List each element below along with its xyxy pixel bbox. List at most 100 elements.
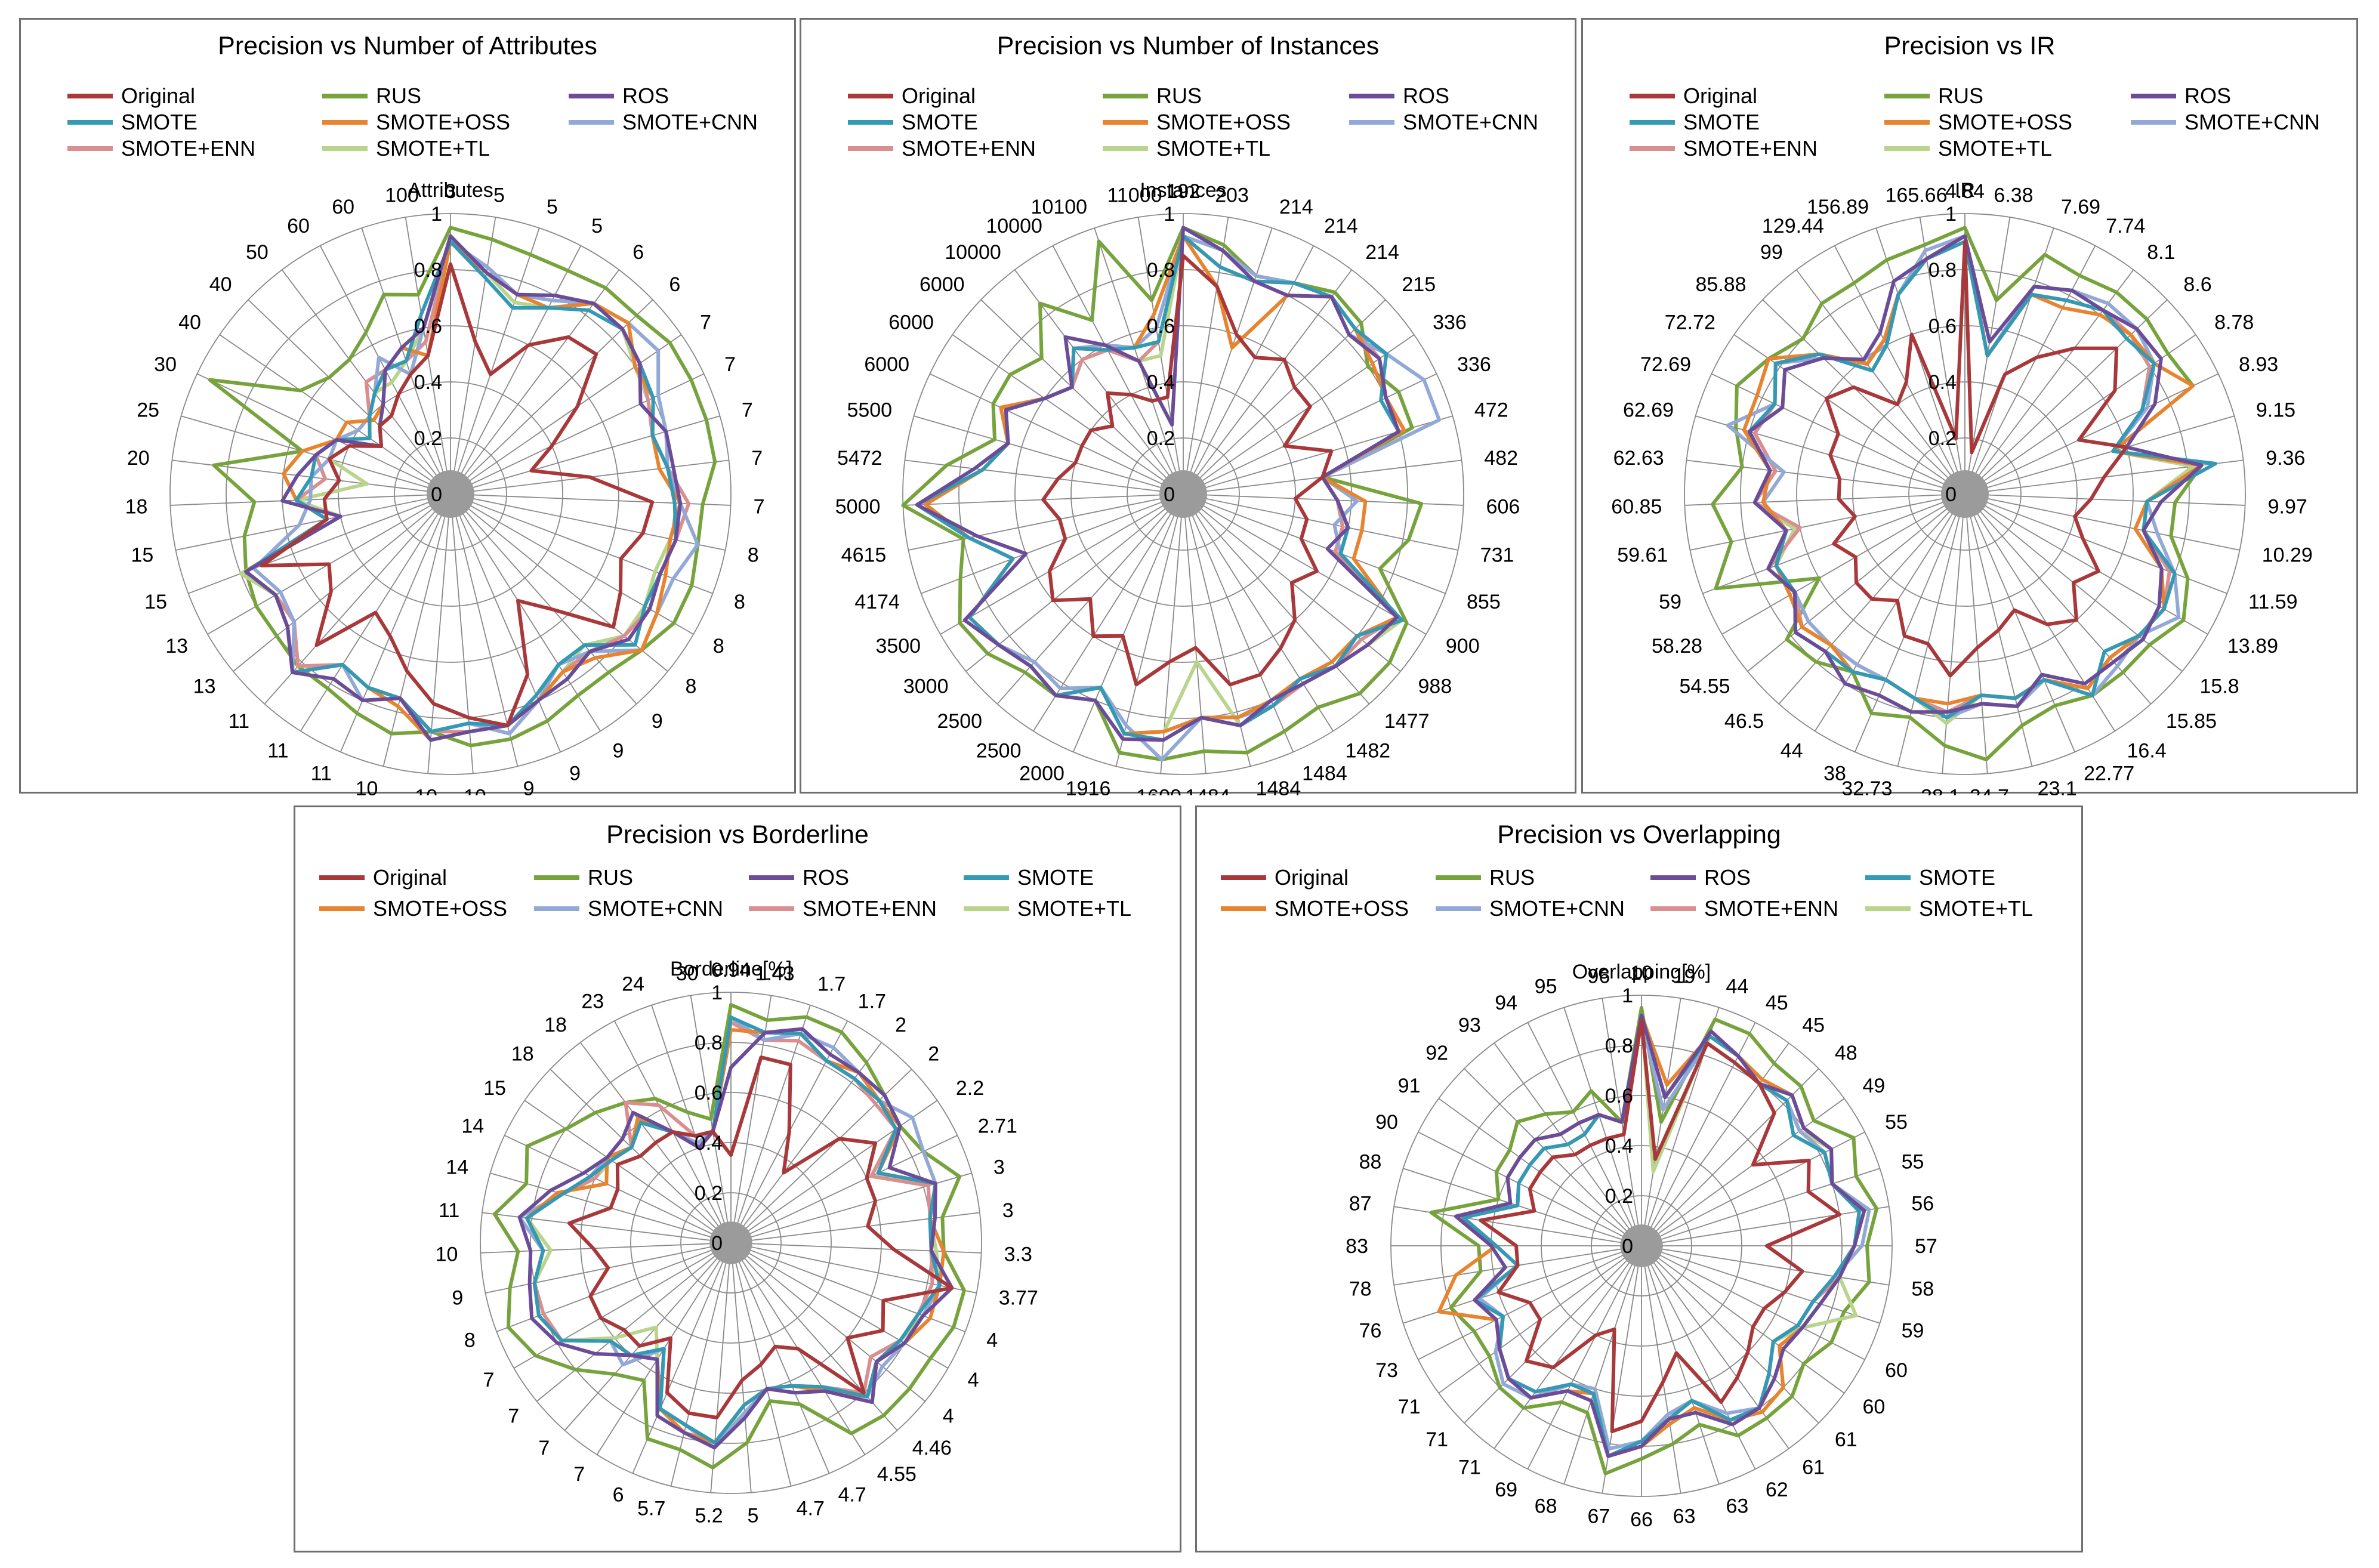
radar-spoke xyxy=(952,334,1184,495)
radar-spoke xyxy=(248,299,451,495)
category-label: 1477 xyxy=(1384,710,1430,733)
category-label: 192 xyxy=(1167,180,1201,203)
radar-spoke xyxy=(340,493,451,752)
radar-spoke xyxy=(450,493,694,635)
radar-spoke xyxy=(730,1242,982,1254)
radar-spoke xyxy=(1641,1068,1819,1246)
radar-spoke xyxy=(1964,415,2235,495)
radar-spoke xyxy=(1690,493,1965,551)
radar-spoke xyxy=(1563,1007,1642,1246)
radar-spoke xyxy=(1072,493,1184,752)
axis-title: Overlapping[%] xyxy=(1572,961,1711,983)
category-label: 15.8 xyxy=(2200,675,2239,697)
radar-spoke xyxy=(450,493,726,551)
category-label: 5 xyxy=(547,196,558,218)
radar-series-smote xyxy=(525,1016,942,1444)
category-label: 72.72 xyxy=(1665,311,1715,334)
category-label: 7 xyxy=(724,353,736,376)
radar-spoke xyxy=(1641,1245,1889,1286)
category-label: 61 xyxy=(1835,1428,1857,1451)
category-label: 3000 xyxy=(903,675,949,697)
legend-label: SMOTE+OSS xyxy=(1275,896,1409,921)
legend-item: RUS xyxy=(1103,84,1202,108)
radar-spoke xyxy=(730,1242,977,1294)
category-label: 7 xyxy=(573,1463,585,1486)
category-label: 5 xyxy=(493,184,505,207)
axis-title: Instances xyxy=(1140,179,1227,202)
radar-spoke xyxy=(450,269,620,495)
category-label: 14 xyxy=(446,1156,468,1179)
category-label: 215 xyxy=(1402,273,1436,296)
category-label: 68 xyxy=(1535,1495,1557,1518)
legend-item: Original xyxy=(1630,84,1757,108)
category-label: 32.73 xyxy=(1841,777,1892,795)
radar-spoke xyxy=(1183,493,1427,635)
legend-swatch xyxy=(322,146,368,151)
radar-spoke xyxy=(450,493,561,752)
radar-spoke xyxy=(965,493,1184,672)
legend-swatch xyxy=(534,875,579,880)
category-label: 95 xyxy=(1535,975,1557,998)
category-label: 10 xyxy=(436,1243,458,1265)
radar-spoke xyxy=(450,415,720,495)
radar-spoke xyxy=(1183,299,1386,495)
category-label: 9 xyxy=(652,710,663,733)
legend-swatch xyxy=(1630,94,1675,98)
legend-label: RUS xyxy=(376,84,422,108)
category-label: 10 xyxy=(1630,962,1653,984)
radar-spoke xyxy=(450,299,653,495)
category-label: 13 xyxy=(193,675,216,697)
category-label: 7 xyxy=(751,447,763,470)
radar-spoke xyxy=(1721,493,1965,635)
radar-spoke xyxy=(1403,1168,1642,1246)
category-label: 85.88 xyxy=(1696,273,1747,296)
legend-label: Original xyxy=(1275,865,1349,890)
category-label: 71 xyxy=(1425,1428,1448,1451)
category-label: 18 xyxy=(544,1014,567,1036)
category-label: 18 xyxy=(511,1043,534,1066)
radar-spoke xyxy=(730,1005,811,1243)
legend-swatch xyxy=(2131,120,2176,125)
radar-spoke xyxy=(450,493,519,767)
radar-spoke xyxy=(450,334,682,495)
category-label: 28.1 xyxy=(1921,785,1960,795)
legend-label: SMOTE+ENN xyxy=(803,896,937,921)
radar-hub xyxy=(427,470,474,518)
radar-spoke xyxy=(482,1212,732,1243)
category-label: 45 xyxy=(1802,1014,1825,1037)
radar-spoke xyxy=(1964,493,2240,551)
legend-swatch xyxy=(67,120,113,125)
chart-panel-attributes: Precision vs Number of Attributes Origina… xyxy=(19,18,796,795)
category-label: 3500 xyxy=(875,635,921,658)
radar-spoke xyxy=(450,493,668,672)
category-label: 7 xyxy=(754,496,765,518)
radial-tick-label: 0 xyxy=(1622,1235,1633,1258)
chart-title: Precision vs Borderline xyxy=(606,820,869,849)
legend-swatch xyxy=(1103,146,1148,151)
category-label: 94 xyxy=(1495,992,1517,1014)
radar-spoke xyxy=(219,334,451,495)
category-label: 60.85 xyxy=(1611,496,1662,518)
radar-spoke xyxy=(730,995,772,1243)
radar-spoke xyxy=(1641,1168,1880,1246)
category-label: 10 xyxy=(464,785,486,795)
chart-panel-borderline: Precision vs Borderline Original RUS ROS SMO… xyxy=(294,805,1181,1552)
radar-spoke xyxy=(450,245,582,495)
radar-series-ros xyxy=(1747,234,2204,714)
radial-tick-label: 0.2 xyxy=(1605,1185,1633,1208)
legend-item: SMOTE+CNN xyxy=(1349,110,1538,134)
radial-tick-label: 0.4 xyxy=(414,371,442,394)
chart-title: Precision vs Number of Instances xyxy=(996,32,1380,60)
legend-item: SMOTE+OSS xyxy=(1103,110,1291,134)
radar-series-rus xyxy=(1711,226,2204,762)
radar-spoke xyxy=(1854,493,1965,752)
radar-spoke xyxy=(1183,493,1370,705)
radar-spoke xyxy=(730,1242,949,1369)
category-label: 10000 xyxy=(986,215,1042,237)
category-label: 10100 xyxy=(1031,196,1088,218)
legend-swatch xyxy=(1436,875,1481,880)
radar-spoke xyxy=(450,217,496,495)
category-label: 15.85 xyxy=(2166,710,2217,733)
category-label: 62 xyxy=(1766,1479,1788,1501)
radar-series-smote-oss xyxy=(924,234,1406,736)
